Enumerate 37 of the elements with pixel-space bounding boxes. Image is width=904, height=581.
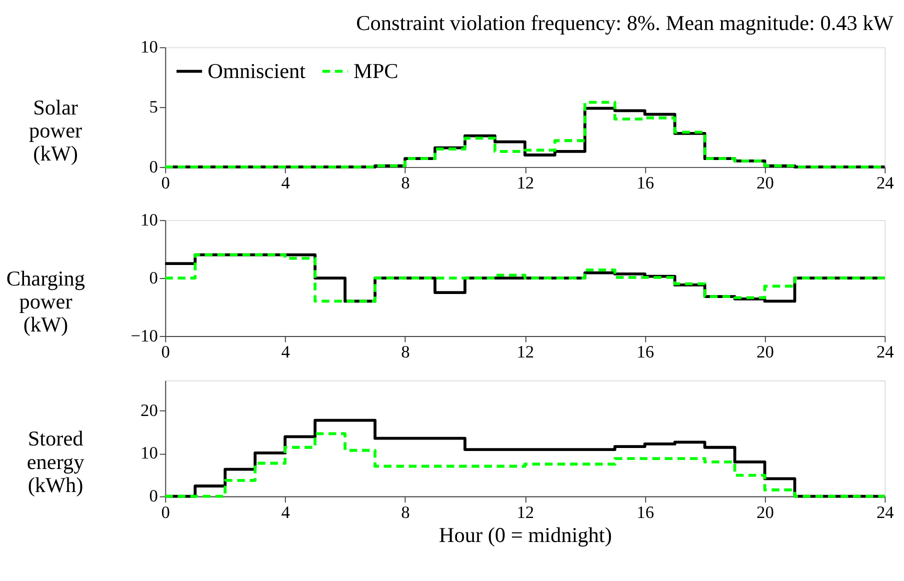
x-tick-label: 0 <box>161 342 170 362</box>
x-tick-label: 12 <box>516 342 534 362</box>
x-tick-label: 16 <box>636 342 654 362</box>
y-tick-label: 0 <box>149 268 158 288</box>
y-tick-label: 0 <box>149 486 158 506</box>
x-tick-label: 8 <box>401 503 410 522</box>
x-tick-label: 4 <box>281 503 290 522</box>
x-tick-label: 12 <box>516 174 534 193</box>
x-tick-label: 8 <box>401 174 410 193</box>
x-tick-label: 20 <box>756 174 774 193</box>
x-tick-label: 4 <box>281 342 290 362</box>
y-axis-title: Solar power (kW) <box>28 95 82 166</box>
x-tick-label: 24 <box>876 174 894 193</box>
x-tick-label: 24 <box>876 503 894 522</box>
y-tick-label: 5 <box>149 97 158 116</box>
y-tick-label: 0 <box>149 157 158 176</box>
y-tick-label: 10 <box>140 444 158 463</box>
x-tick-label: 24 <box>876 342 894 362</box>
x-tick-label: 0 <box>161 503 170 522</box>
x-axis-title: Hour (0 = midnight) <box>438 523 612 548</box>
y-axis-title: Charging power (kW) <box>6 266 86 337</box>
x-tick-label: 16 <box>636 174 654 193</box>
x-tick-label: 20 <box>756 503 774 522</box>
y-tick-label: 10 <box>140 38 158 57</box>
x-tick-label: 8 <box>401 342 410 362</box>
x-tick-label: 12 <box>516 503 534 522</box>
x-tick-label: 20 <box>756 342 774 362</box>
legend-label: Omniscient <box>208 59 306 84</box>
chart-title: Constraint violation frequency: 8%. Mean magnitude: 0.43 kW <box>356 10 894 35</box>
y-tick-label: 10 <box>140 210 158 230</box>
x-tick-label: 0 <box>161 174 170 193</box>
x-tick-label: 4 <box>281 174 290 193</box>
x-tick-label: 16 <box>636 503 654 522</box>
y-tick-label: −10 <box>130 326 158 346</box>
legend-label: MPC <box>353 59 398 84</box>
y-axis-title: Stored energy (kWh) <box>26 426 85 497</box>
y-tick-label: 20 <box>140 400 158 420</box>
